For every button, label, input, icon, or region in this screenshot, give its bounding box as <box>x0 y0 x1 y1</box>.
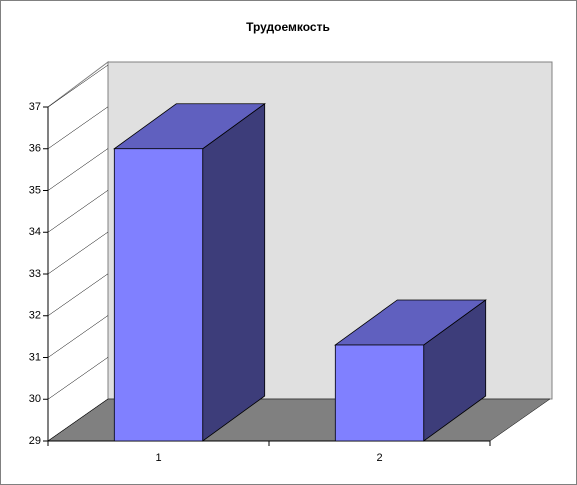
bar-front <box>113 148 204 442</box>
y-tick-label: 33 <box>29 268 41 280</box>
y-tick-depth <box>47 106 109 149</box>
y-tick-label: 32 <box>29 310 41 322</box>
bar <box>334 299 487 442</box>
y-tick-depth <box>47 273 109 316</box>
y-tick-label: 29 <box>29 435 41 447</box>
side-wall <box>47 61 109 442</box>
x-tick-label: 1 <box>155 452 161 464</box>
y-tick-label: 35 <box>29 184 41 196</box>
y-tick-depth <box>47 190 109 233</box>
y-tick-depth <box>47 357 109 400</box>
bar <box>113 102 266 442</box>
y-tick-depth <box>47 64 109 108</box>
y-tick-depth <box>47 148 109 191</box>
bar-front <box>334 344 425 442</box>
y-tick-label: 30 <box>29 393 41 405</box>
y-tick-depth <box>47 315 109 358</box>
x-tick-label: 2 <box>376 452 382 464</box>
chart-title: Трудоемкость <box>246 20 330 34</box>
bar-side <box>202 102 266 442</box>
y-tick-label: 34 <box>29 226 41 238</box>
y-tick-label: 31 <box>29 351 41 363</box>
y-tick-depth <box>47 231 109 275</box>
y-tick-label: 37 <box>29 101 41 113</box>
y-tick-label: 36 <box>29 143 41 155</box>
y-tick-depth <box>47 398 109 442</box>
